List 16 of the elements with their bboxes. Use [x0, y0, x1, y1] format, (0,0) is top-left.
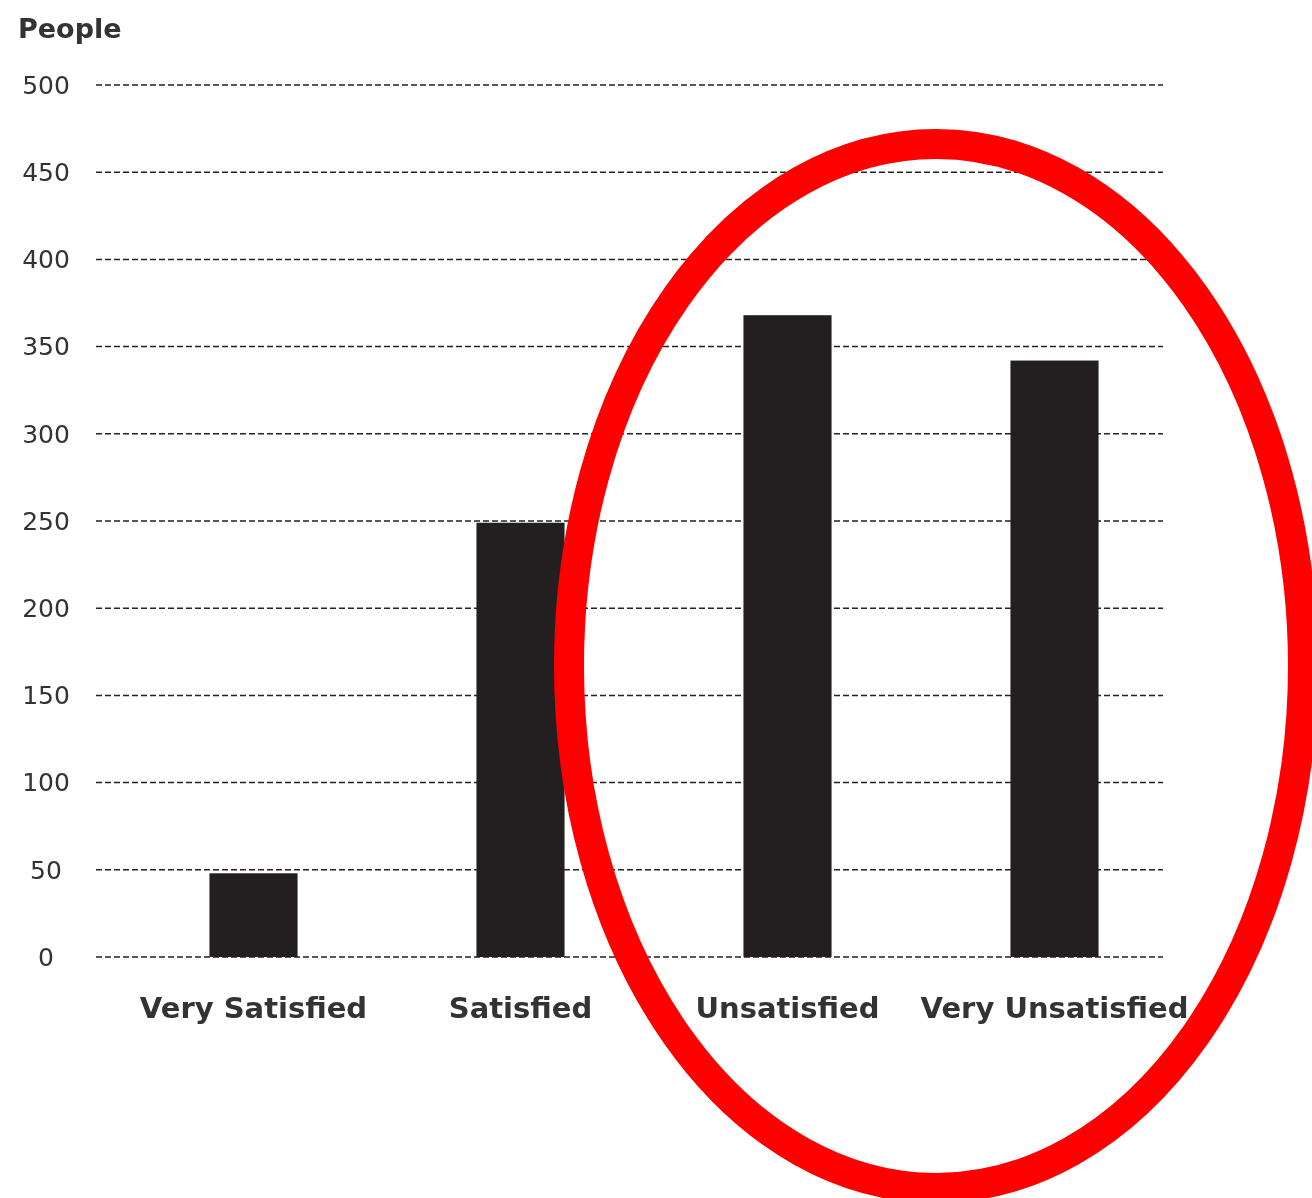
y-tick-label: 400 [22, 245, 70, 275]
y-tick-label: 150 [22, 681, 70, 711]
y-tick-label: 300 [22, 419, 70, 449]
y-tick-label: 250 [22, 506, 70, 536]
y-tick-label: 350 [22, 332, 70, 362]
y-tick-label: 0 [38, 942, 54, 972]
x-tick-label: Satisfied [448, 991, 593, 1025]
x-tick-label: Very Satisfied [139, 991, 368, 1025]
x-tick-label: Very Unsatisfied [920, 991, 1189, 1025]
y-tick-label: 100 [22, 768, 70, 798]
y-tick-label: 450 [22, 157, 70, 187]
y-tick-label: 50 [30, 855, 62, 885]
y-axis-title: People [18, 13, 122, 44]
y-tick-label: 200 [22, 593, 70, 623]
x-tick-label: Unsatisfied [695, 991, 880, 1025]
y-tick-label: 500 [22, 70, 70, 100]
